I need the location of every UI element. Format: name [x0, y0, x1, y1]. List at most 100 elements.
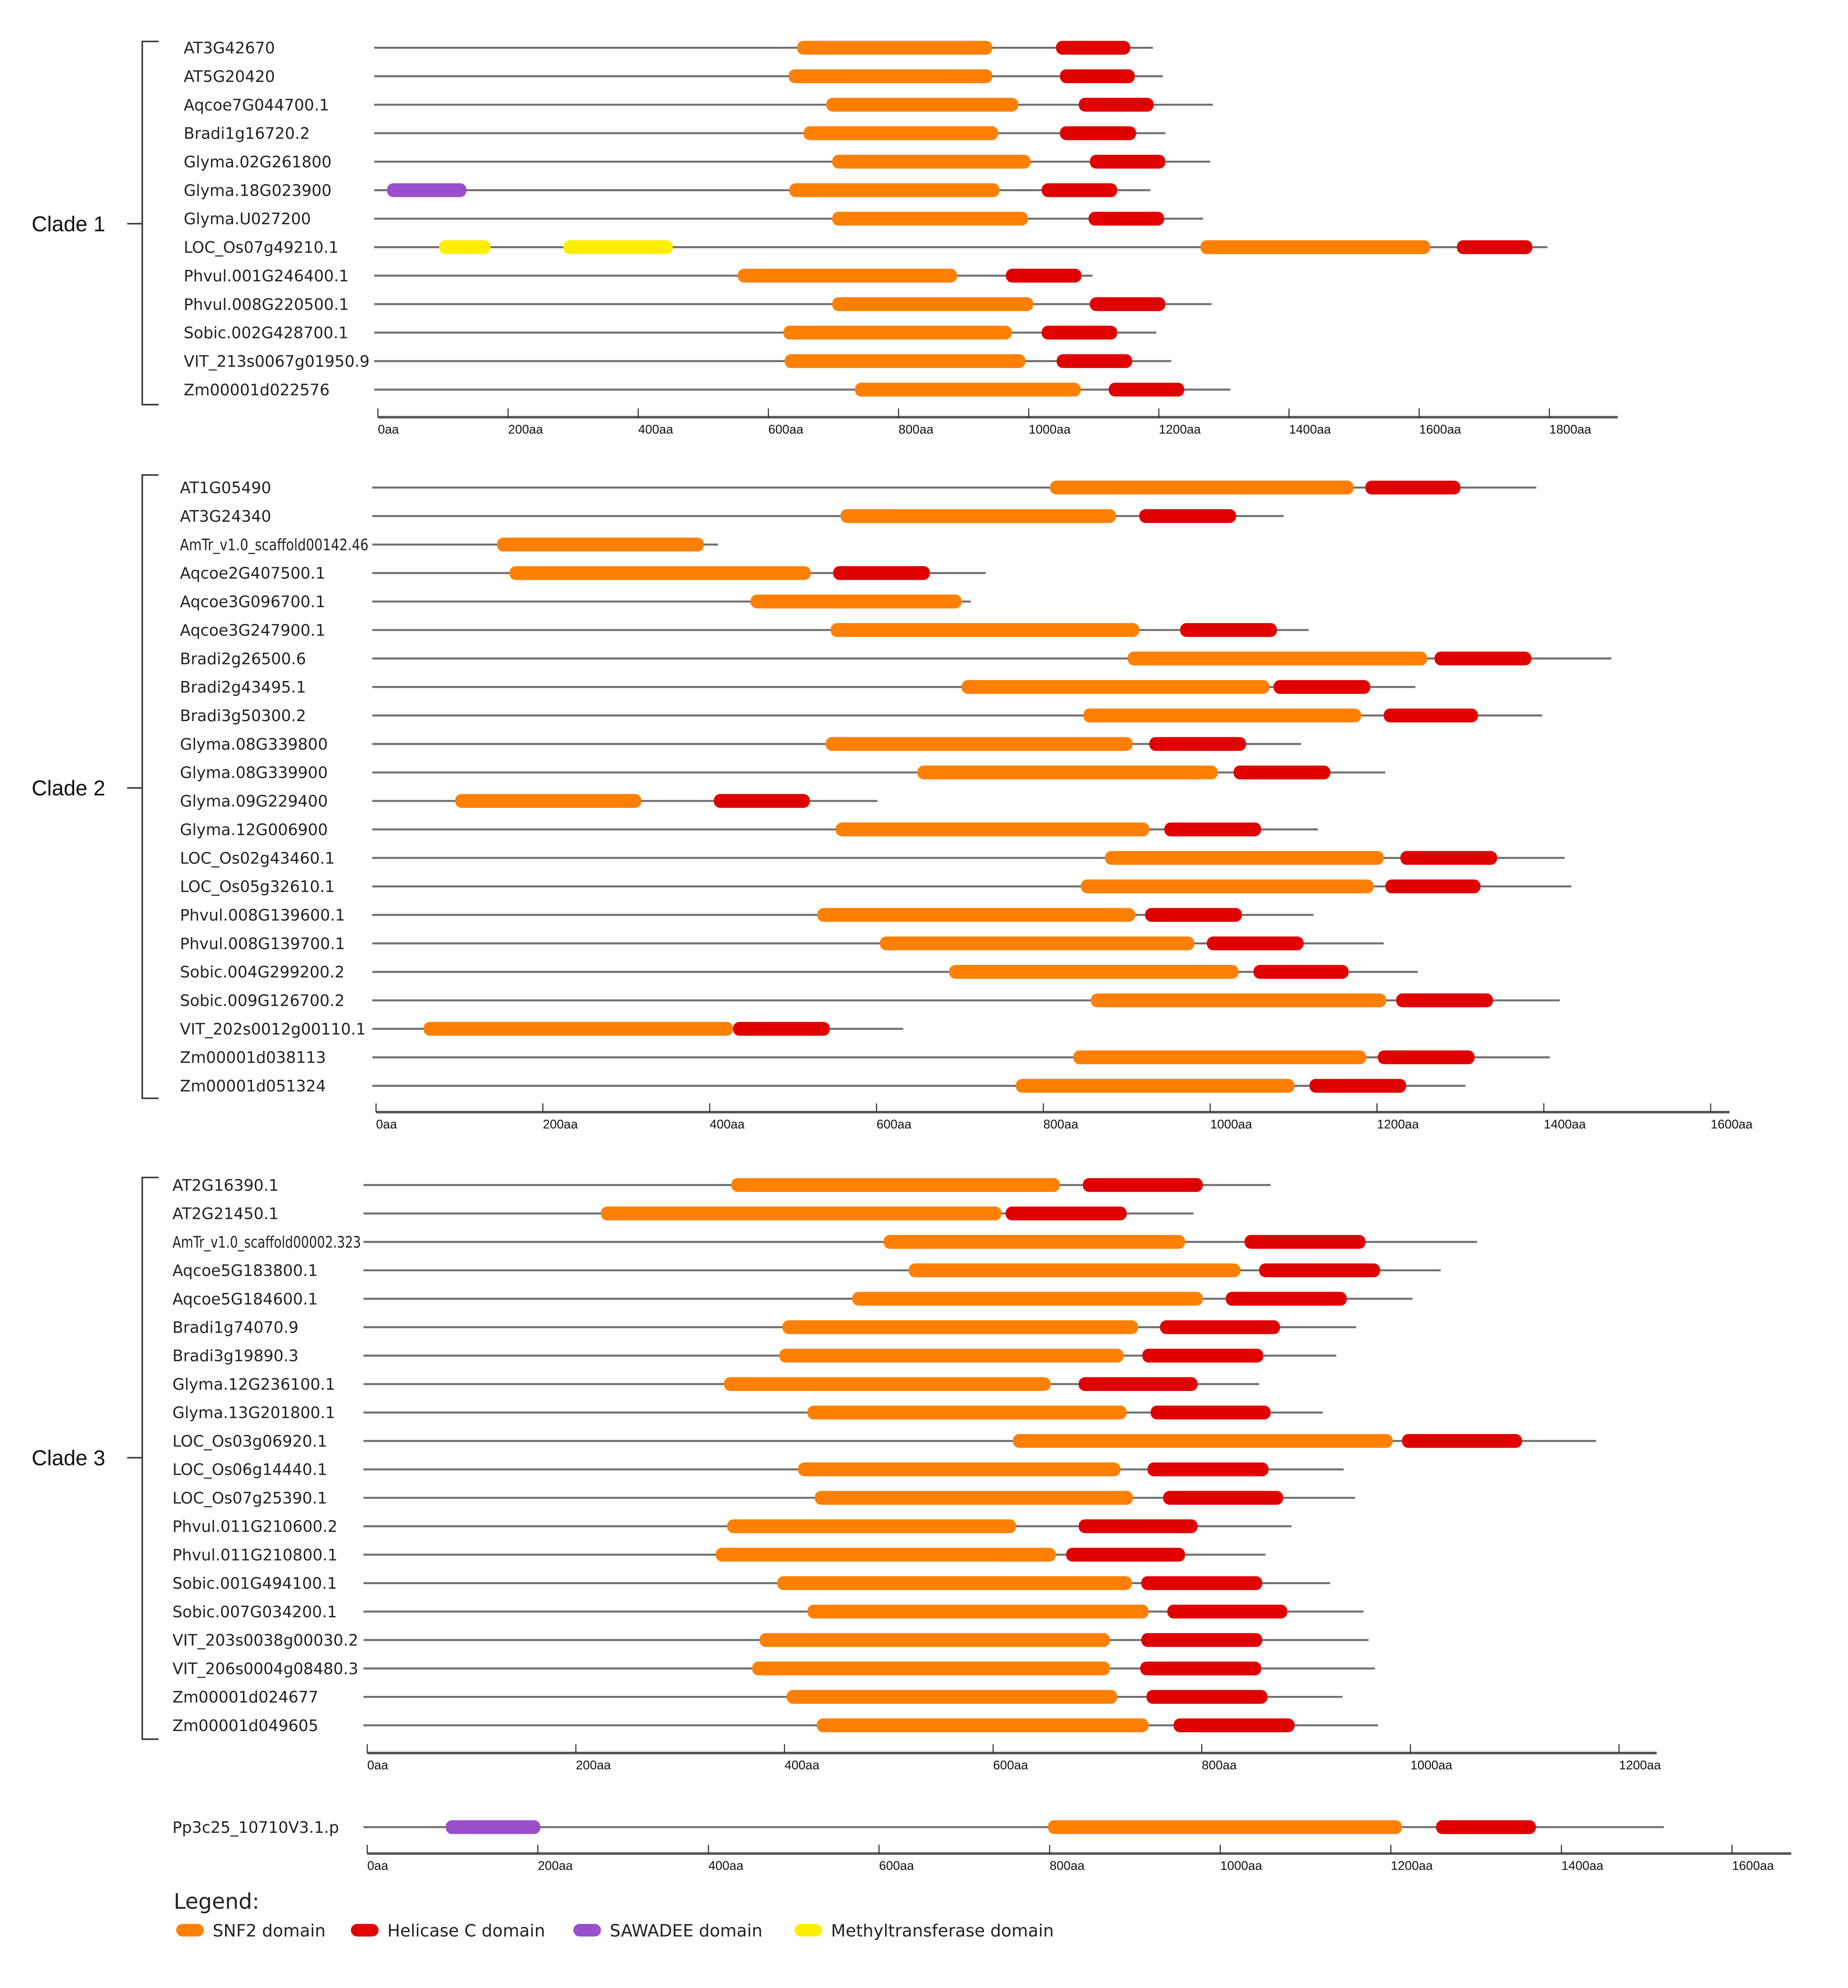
- domain-snf2: [1128, 651, 1427, 666]
- domain-snf2: [715, 1548, 1056, 1562]
- axis-tick-label: 400aa: [638, 423, 673, 436]
- axis-tick-label: 1000aa: [1410, 1759, 1452, 1772]
- axis-tick-label: 200aa: [538, 1859, 573, 1873]
- domain-snf2: [832, 297, 1034, 311]
- domain-helc: [1378, 1050, 1475, 1065]
- domain-helc: [1006, 269, 1082, 283]
- gene-row: Aqcoe3G096700.1: [180, 593, 971, 611]
- axis-tick-label: 400aa: [785, 1759, 820, 1772]
- axis-tick-label: 1600aa: [1419, 423, 1461, 436]
- axis-tick-label: 200aa: [576, 1759, 611, 1772]
- axis: 0aa 200aa 400aa 600aa 800aa 1000aa 1200aa: [367, 1744, 1661, 1772]
- domain-snf2: [727, 1519, 1016, 1533]
- gene-row: AT2G21450.1: [173, 1205, 1194, 1223]
- gene-name: Glyma.08G339900: [180, 764, 328, 782]
- gene-row: Sobic.004G299200.2: [180, 963, 1418, 981]
- gene-name: Phvul.008G139600.1: [180, 906, 345, 924]
- domain-snf2: [840, 509, 1116, 523]
- axis: 0aa 200aa 400aa 600aa 800aa 1000aa 1200aa 1400a…: [375, 1103, 1753, 1131]
- gene-row: Glyma.13G201800.1: [173, 1404, 1323, 1422]
- domain-snf2: [1015, 1079, 1295, 1093]
- gene-name: AT5G20420: [184, 67, 275, 86]
- axis-tick-label: 0aa: [376, 1118, 397, 1131]
- gene-name: Zm00001d038113: [180, 1048, 326, 1067]
- domain-helc: [1078, 1377, 1198, 1391]
- panel-2: Clade 2 AT1G05490 AT3G24340 AmTr_v1.0_scaff…: [32, 474, 1753, 1131]
- domain-helc: [1060, 69, 1135, 83]
- gene-name: Aqcoe7G044700.1: [184, 96, 329, 114]
- domain-snf2: [917, 765, 1218, 779]
- gene-name: VIT_203s0038g00030.2: [173, 1631, 358, 1650]
- domain-snf2: [1013, 1434, 1393, 1448]
- gene-row: Aqcoe5G184600.1: [173, 1290, 1413, 1308]
- domain-snf2: [798, 1462, 1121, 1477]
- axis-tick-label: 1600aa: [1711, 1118, 1752, 1131]
- domain-helc: [1436, 1820, 1536, 1834]
- domain-helc: [1146, 1690, 1268, 1704]
- clade-bracket: [127, 41, 159, 405]
- legend-swatch-snf2: [176, 1924, 204, 1937]
- gene-name: Sobic.002G428700.1: [184, 324, 348, 342]
- axis-tick-label: 0aa: [367, 1759, 388, 1772]
- domain-helc: [1078, 1519, 1198, 1533]
- axis-tick-label: 400aa: [708, 1859, 744, 1873]
- gene-row: VIT_203s0038g00030.2: [173, 1631, 1369, 1650]
- gene-row: Phvul.008G139700.1: [180, 935, 1384, 953]
- domain-helc: [1060, 126, 1136, 140]
- domain-helc: [1207, 936, 1304, 950]
- domain-snf2: [797, 41, 992, 55]
- legend-item-label: Methyltransferase domain: [831, 1921, 1054, 1940]
- axis-tick-label: 1400aa: [1561, 1859, 1603, 1873]
- axis-tick-label: 800aa: [898, 423, 934, 436]
- domain-helc: [1042, 326, 1117, 340]
- domain-helc: [1163, 1491, 1283, 1505]
- gene-row: AT5G20420: [184, 67, 1163, 86]
- gene-row: AT3G42670: [184, 39, 1153, 57]
- legend-item-label: SNF2 domain: [213, 1921, 326, 1940]
- gene-name: AT2G16390.1: [173, 1176, 279, 1194]
- domain-snf2: [880, 936, 1195, 950]
- domain-helc: [1273, 680, 1370, 694]
- gene-row: Glyma.02G261800: [184, 153, 1210, 171]
- gene-row: Zm00001d051324: [180, 1077, 1466, 1095]
- domain-saw: [387, 183, 467, 197]
- gene-name: VIT_202s0012g00110.1: [180, 1020, 366, 1038]
- axis-tick-label: 800aa: [1043, 1118, 1078, 1131]
- domain-helc: [1226, 1292, 1347, 1306]
- axis: 0aa 200aa 400aa 600aa 800aa 1000aa 1200aa 1400a…: [367, 1844, 1791, 1873]
- axis-tick-label: 800aa: [1050, 1859, 1085, 1873]
- domain-helc: [1088, 211, 1164, 226]
- domain-snf2: [832, 211, 1028, 226]
- gene-row: Bradi1g74070.9: [173, 1319, 1356, 1337]
- legend-title: Legend:: [174, 1890, 259, 1914]
- gene-row: Sobic.007G034200.1: [173, 1603, 1363, 1621]
- domain-helc: [1167, 1604, 1287, 1619]
- gene-name: Glyma.13G201800.1: [173, 1404, 336, 1422]
- gene-name: Sobic.007G034200.1: [173, 1603, 337, 1621]
- domain-helc: [1090, 155, 1166, 169]
- domain-helc: [1066, 1548, 1185, 1562]
- domain-helc: [714, 794, 810, 808]
- domain-snf2: [807, 1604, 1149, 1619]
- gene-name: Phvul.001G246400.1: [184, 267, 349, 285]
- domain-helc: [1365, 480, 1461, 495]
- gene-name: Bradi3g19890.3: [173, 1347, 299, 1365]
- domain-helc: [1006, 1206, 1127, 1221]
- domain-snf2: [826, 98, 1018, 112]
- gene-row: VIT_202s0012g00110.1: [180, 1020, 903, 1038]
- domain-snf2: [783, 326, 1012, 340]
- legend-item-label: Helicase C domain: [387, 1921, 545, 1940]
- gene-name: Phvul.008G220500.1: [184, 295, 349, 314]
- axis-tick-label: 600aa: [768, 423, 804, 436]
- axis-tick-label: 200aa: [543, 1118, 578, 1131]
- domain-mt: [563, 240, 673, 254]
- gene-row: AmTr_v1.0_scaffold00002.323: [173, 1233, 1477, 1251]
- gene-row: Aqcoe2G407500.1: [180, 564, 986, 583]
- gene-name: Aqcoe5G184600.1: [173, 1290, 318, 1308]
- gene-name: AT3G42670: [184, 39, 275, 57]
- domain-snf2: [817, 1718, 1149, 1732]
- domain-snf2: [455, 794, 641, 808]
- gene-name: AT2G21450.1: [173, 1205, 279, 1223]
- gene-name: VIT_206s0004g08480.3: [173, 1659, 358, 1678]
